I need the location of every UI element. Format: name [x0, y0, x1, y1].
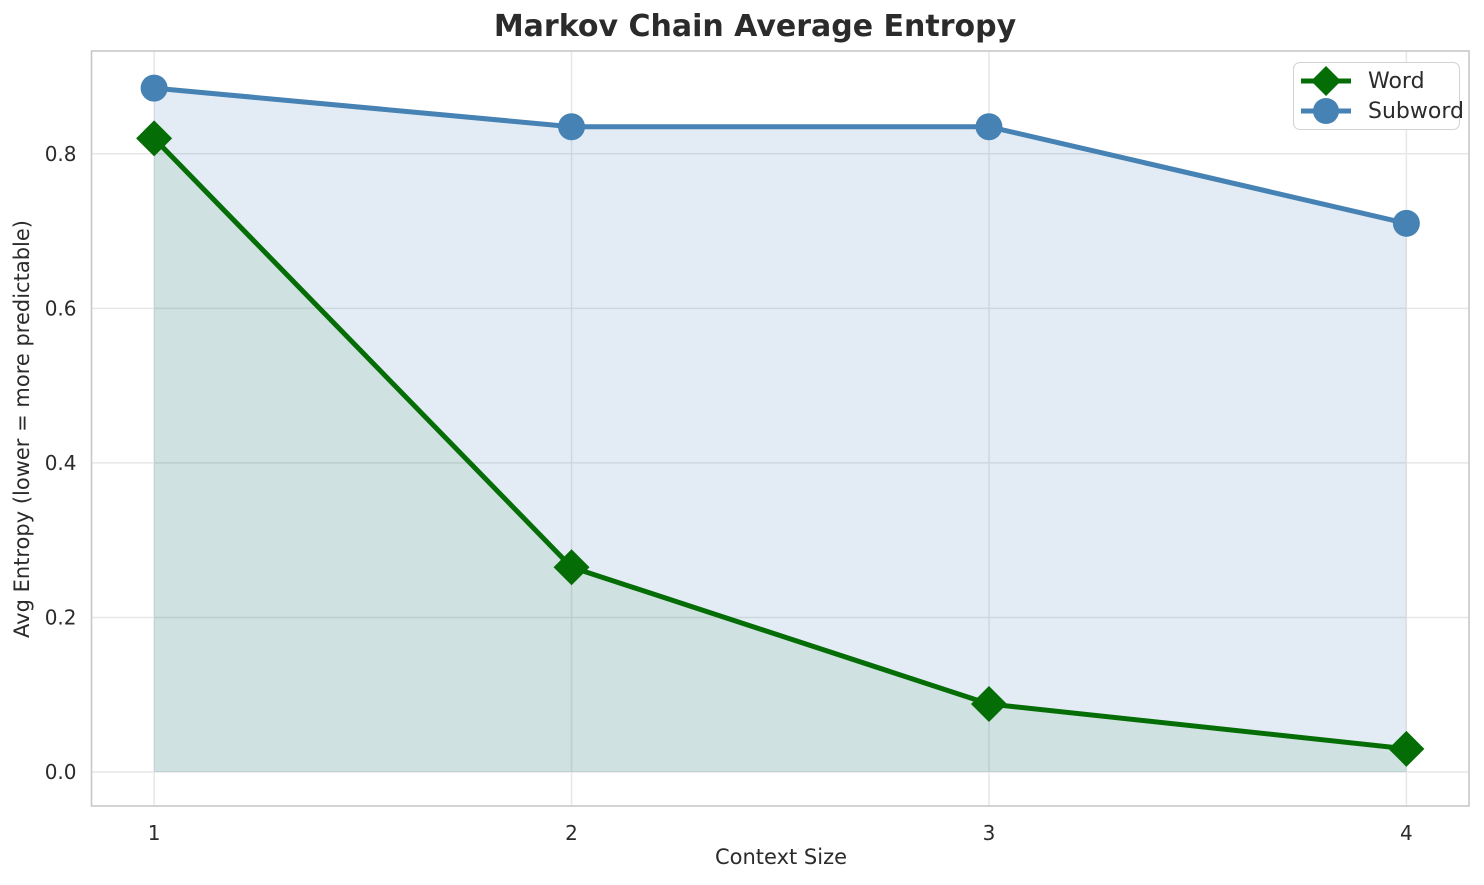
data-point-subword — [1392, 209, 1420, 237]
legend-label: Subword — [1368, 98, 1464, 124]
y-axis-label: Avg Entropy (lower = more predictable) — [10, 220, 34, 638]
legend-item-subword: Subword — [1298, 96, 1464, 126]
chart-title: Markov Chain Average Entropy — [493, 9, 1017, 44]
y-tick-label: 0.6 — [45, 296, 77, 320]
area-fill-subword — [154, 88, 1407, 772]
data-point-word — [1388, 730, 1425, 767]
x-tick-label: 4 — [1400, 821, 1413, 845]
data-point-word — [553, 549, 590, 586]
legend-marker-circle-icon — [1301, 98, 1351, 124]
legend: Word Subword — [1293, 62, 1464, 130]
x-tick-label: 3 — [983, 821, 996, 845]
x-tick-label: 2 — [565, 821, 578, 845]
legend-marker-diamond-icon — [1301, 66, 1351, 96]
series-line-subword — [151, 85, 1409, 226]
data-point-subword — [140, 74, 168, 102]
plot-border — [90, 50, 1470, 807]
legend-item-word: Word — [1298, 66, 1453, 96]
area-fill-word — [154, 138, 1407, 772]
data-point-word — [970, 685, 1007, 722]
data-point-subword — [558, 113, 586, 141]
series-line-word — [151, 135, 1409, 752]
y-tick-label: 0.0 — [45, 760, 77, 784]
x-axis-label: Context Size — [714, 845, 848, 869]
x-tick-label: 1 — [148, 821, 161, 845]
y-tick-label: 0.8 — [45, 142, 77, 166]
y-tick-label: 0.2 — [45, 605, 77, 629]
data-point-word — [136, 120, 173, 157]
data-point-subword — [975, 113, 1003, 141]
y-tick-label: 0.4 — [45, 451, 77, 475]
legend-label: Word — [1368, 68, 1425, 94]
